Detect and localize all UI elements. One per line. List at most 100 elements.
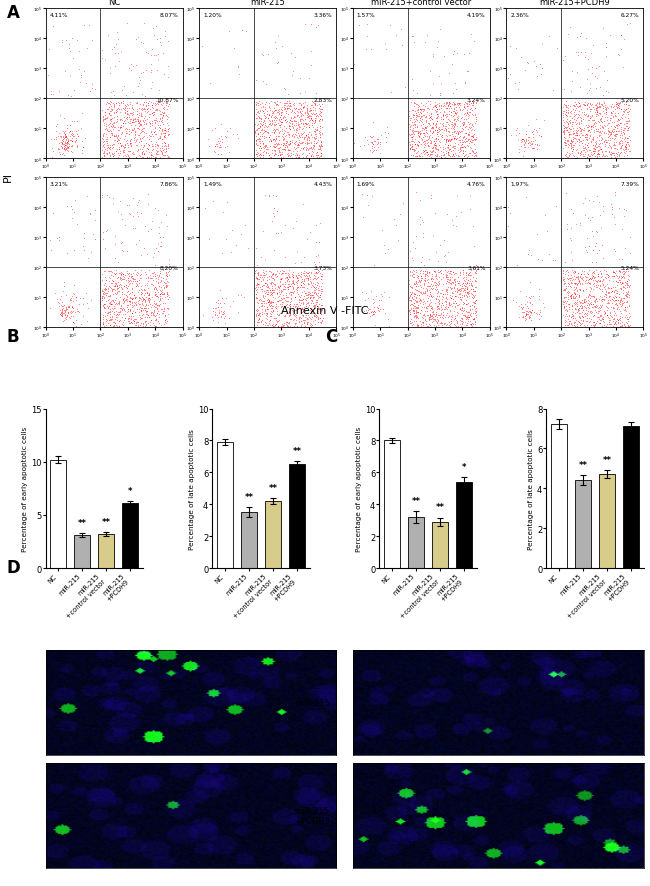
Point — [471, 130, 481, 144]
Point — [78, 309, 88, 323]
Point — [588, 309, 599, 323]
Point — [424, 66, 435, 80]
Point — [468, 317, 478, 331]
Point — [560, 303, 570, 317]
Point — [148, 115, 158, 129]
Point — [232, 128, 242, 142]
Point — [576, 268, 586, 282]
Point — [278, 112, 288, 126]
Point — [135, 248, 146, 262]
Point — [417, 231, 428, 245]
Point — [163, 60, 174, 74]
Point — [442, 266, 452, 280]
Point — [268, 190, 278, 204]
Point — [313, 135, 323, 149]
Point — [62, 310, 72, 324]
Point — [124, 115, 135, 129]
Point — [313, 271, 323, 285]
Point — [449, 305, 460, 319]
Point — [540, 114, 550, 128]
Point — [463, 120, 474, 135]
Point — [421, 122, 431, 136]
Point — [404, 290, 415, 304]
Point — [255, 117, 266, 131]
Point — [536, 129, 546, 144]
Point — [295, 320, 306, 334]
Point — [449, 97, 460, 111]
Point — [79, 19, 89, 34]
Point — [413, 312, 423, 326]
Point — [280, 120, 290, 134]
Point — [105, 150, 115, 164]
Point — [450, 278, 461, 292]
Point — [455, 278, 465, 292]
Point — [421, 282, 431, 296]
Point — [562, 222, 573, 237]
Point — [144, 145, 154, 159]
Point — [451, 133, 462, 147]
Text: 8.07%: 8.07% — [160, 13, 179, 19]
Point — [598, 120, 608, 135]
Point — [109, 137, 119, 152]
Point — [252, 316, 263, 330]
Point — [590, 98, 601, 113]
Point — [254, 277, 264, 291]
Point — [467, 104, 477, 118]
Point — [141, 96, 151, 110]
Point — [525, 305, 535, 319]
Point — [316, 304, 326, 318]
Point — [449, 139, 460, 153]
Point — [109, 252, 120, 266]
Point — [294, 111, 304, 125]
Point — [153, 114, 164, 128]
Point — [60, 128, 70, 143]
Point — [213, 136, 224, 150]
Point — [576, 317, 586, 331]
Point — [443, 300, 453, 315]
Point — [568, 270, 578, 284]
Point — [425, 310, 436, 324]
Point — [580, 320, 590, 334]
Point — [282, 95, 293, 109]
Point — [612, 315, 623, 330]
Point — [58, 129, 68, 144]
Point — [396, 23, 406, 37]
Point — [256, 142, 266, 156]
Point — [448, 117, 459, 131]
Point — [309, 143, 319, 157]
Point — [274, 146, 285, 160]
Point — [275, 119, 285, 133]
Point — [612, 303, 623, 317]
Point — [62, 139, 72, 153]
Point — [261, 280, 271, 294]
Point — [604, 291, 614, 305]
Point — [447, 311, 457, 325]
Point — [270, 190, 281, 204]
Point — [558, 142, 568, 156]
Point — [136, 143, 147, 157]
Point — [434, 138, 444, 152]
Point — [523, 306, 533, 320]
Point — [575, 318, 585, 332]
Point — [432, 115, 442, 129]
Point — [140, 315, 150, 329]
Y-axis label: Percentage of early apoptotic cells: Percentage of early apoptotic cells — [356, 426, 362, 551]
Point — [609, 266, 619, 280]
Point — [163, 269, 174, 284]
Point — [449, 107, 460, 121]
Point — [621, 144, 631, 159]
Point — [270, 227, 281, 241]
Point — [369, 295, 380, 309]
Point — [453, 128, 463, 143]
Point — [55, 307, 65, 322]
Point — [423, 280, 434, 294]
Text: A: A — [6, 4, 20, 22]
Point — [65, 293, 75, 307]
Point — [99, 138, 109, 152]
Point — [111, 308, 121, 323]
Point — [294, 118, 304, 132]
Point — [98, 313, 109, 327]
Point — [252, 296, 263, 310]
Point — [596, 150, 606, 164]
Point — [261, 307, 271, 321]
